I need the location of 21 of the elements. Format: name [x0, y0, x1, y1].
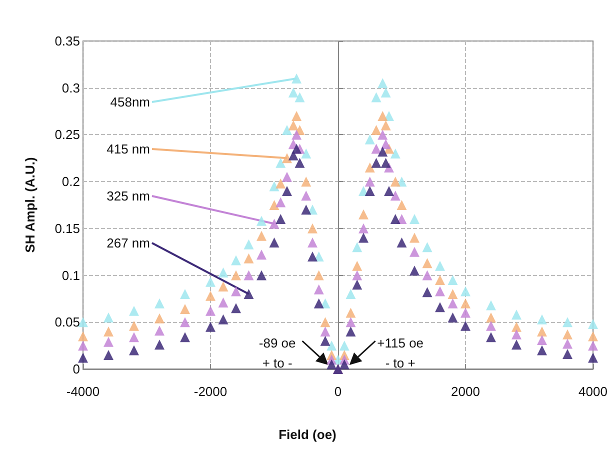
- x-tick-label: 0: [334, 384, 342, 399]
- y-tick-label: 0: [72, 362, 80, 376]
- text: 325 nm: [106, 188, 150, 204]
- y-tick-label: 0.2: [62, 174, 80, 190]
- x-tick-label: 4000: [578, 384, 608, 399]
- y-tick-label: 0.25: [54, 127, 80, 142]
- y-tick-label: 0.1: [62, 268, 80, 283]
- annotation: +115 oe - to +: [377, 336, 424, 370]
- annotation: -89 oe + to -: [258, 336, 296, 370]
- x-axis-title: Field (oe): [278, 427, 336, 442]
- text: 458nm: [110, 94, 150, 110]
- y-tick-label: 0.3: [62, 80, 80, 96]
- x-tick-label: -4000: [66, 384, 100, 399]
- y-tick-label: 0.15: [54, 220, 80, 236]
- text: 267 nm: [106, 236, 150, 250]
- y-tick-label: 0.35: [54, 34, 80, 48]
- text: 415 nm: [106, 142, 150, 156]
- y-axis-title: SH Ampl. (A.U.): [22, 157, 38, 253]
- y-tick-label: 0.05: [54, 314, 80, 330]
- x-tick-label: -2000: [194, 384, 228, 399]
- x-tick-label: 2000: [451, 384, 480, 399]
